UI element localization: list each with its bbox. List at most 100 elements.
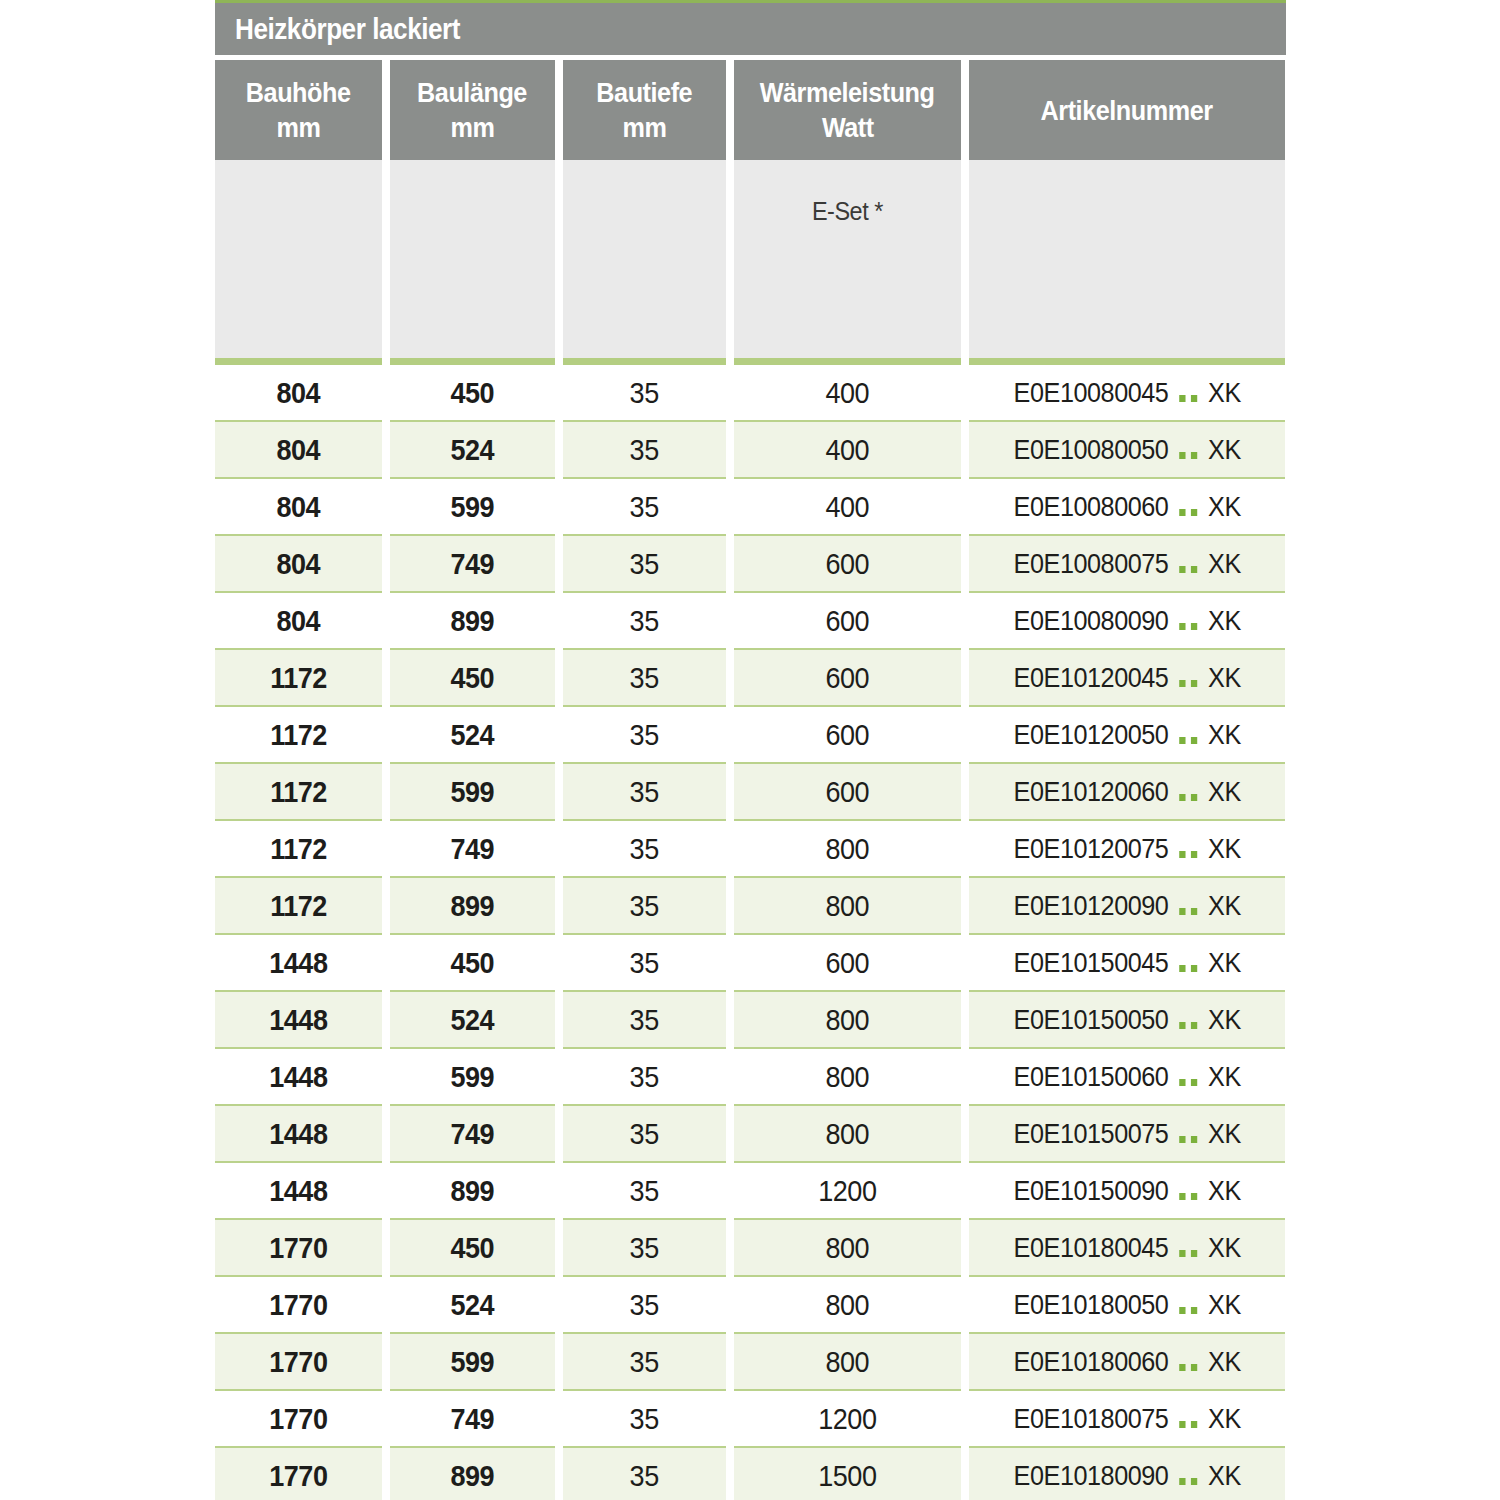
artikel-suffix: XK [1208, 662, 1241, 694]
column-label: Wärmeleistung [760, 75, 935, 110]
cell-bauhoehe: 1172 [215, 878, 382, 935]
artikel-suffix: XK [1208, 1403, 1241, 1435]
cell-artikelnummer: E0E10180060XK [969, 1334, 1285, 1391]
cell-watt: 800 [734, 1220, 961, 1277]
column-header-bauhoehe: Bauhöhe mm [215, 60, 382, 160]
cell-artikelnummer: E0E10080090XK [969, 593, 1285, 650]
artikel-suffix: XK [1208, 1118, 1241, 1150]
artikel-suffix: XK [1208, 605, 1241, 637]
cell-bauhoehe: 1448 [215, 992, 382, 1049]
cell-artikelnummer: E0E10150060XK [969, 1049, 1285, 1106]
artikel-code: E0E10150045 [1013, 947, 1168, 979]
table-row: 144859935800E0E10150060XK [215, 1049, 1286, 1106]
column-label: Baulänge [418, 75, 528, 110]
placeholder-dots-icon [1176, 1022, 1199, 1029]
placeholder-dots-icon [1176, 851, 1199, 858]
cell-bautiefe: 35 [563, 479, 726, 536]
cell-watt: 600 [734, 536, 961, 593]
placeholder-dots-icon [1176, 965, 1199, 972]
cell-bautiefe: 35 [563, 878, 726, 935]
artikel-code: E0E10120050 [1013, 719, 1168, 751]
artikel-code: E0E10080060 [1013, 491, 1168, 523]
placeholder-dots-icon [1176, 1421, 1199, 1428]
header-separator-bar [215, 358, 1286, 365]
cell-bautiefe: 35 [563, 992, 726, 1049]
cell-artikelnummer: E0E10180075 XK [969, 1391, 1285, 1448]
artikel-code: E0E10150050 [1013, 1004, 1168, 1036]
table-row: 117259935600E0E10120060XK [215, 764, 1286, 821]
cell-bautiefe: 35 [563, 1163, 726, 1220]
artikel-suffix: XK [1208, 548, 1241, 580]
cell-bautiefe: 35 [563, 821, 726, 878]
cell-baulaenge: 899 [390, 593, 555, 650]
subheader-cell [390, 160, 555, 358]
cell-watt: 600 [734, 650, 961, 707]
cell-artikelnummer: E0E10180050XK [969, 1277, 1285, 1334]
table-row: 80474935600E0E10080075XK [215, 536, 1286, 593]
separator-segment [969, 358, 1285, 365]
cell-artikelnummer: E0E10150050XK [969, 992, 1285, 1049]
placeholder-dots-icon [1176, 680, 1199, 687]
table-title: Heizkörper lackiert [235, 13, 460, 46]
column-header-baulaenge: Baulänge mm [390, 60, 555, 160]
cell-bautiefe: 35 [563, 365, 726, 422]
table-row: 1770749351200E0E10180075XK [215, 1391, 1286, 1448]
cell-bauhoehe: 804 [215, 593, 382, 650]
table-row: 80445035400E0E10080045XK [215, 365, 1286, 422]
cell-baulaenge: 599 [390, 479, 555, 536]
cell-watt: 1500 [734, 1448, 961, 1500]
separator-segment [734, 358, 961, 365]
artikel-code: E0E10120060 [1013, 776, 1168, 808]
subheader-cell [215, 160, 382, 358]
table-row: 144874935800E0E10150075XK [215, 1106, 1286, 1163]
cell-bautiefe: 35 [563, 1220, 726, 1277]
cell-bautiefe: 35 [563, 422, 726, 479]
artikel-code: E0E10180075 [1013, 1403, 1168, 1435]
cell-watt: 800 [734, 992, 961, 1049]
column-unit: mm [451, 110, 495, 145]
placeholder-dots-icon [1176, 737, 1199, 744]
cell-artikelnummer: E0E10180045XK [969, 1220, 1285, 1277]
artikel-suffix: XK [1208, 833, 1241, 865]
artikel-suffix: XK [1208, 1061, 1241, 1093]
cell-baulaenge: 524 [390, 992, 555, 1049]
cell-bauhoehe: 1172 [215, 707, 382, 764]
column-unit: mm [623, 110, 667, 145]
cell-baulaenge: 450 [390, 365, 555, 422]
cell-watt: 400 [734, 479, 961, 536]
table-row: 1448899351200E0E10150090XK [215, 1163, 1286, 1220]
artikel-code: E0E10080045 [1013, 377, 1168, 409]
column-header-bautiefe: Bautiefe mm [563, 60, 726, 160]
cell-artikelnummer: E0E10150045XK [969, 935, 1285, 992]
artikel-code: E0E10150075 [1013, 1118, 1168, 1150]
table-row: 1770899351500E0E10180090XK [215, 1448, 1286, 1500]
cell-bauhoehe: 1448 [215, 1049, 382, 1106]
eset-label: E-Set * [812, 196, 883, 227]
cell-bautiefe: 35 [563, 1391, 726, 1448]
cell-watt: 800 [734, 878, 961, 935]
column-header-waermeleistung: Wärmeleistung Watt [734, 60, 961, 160]
placeholder-dots-icon [1176, 1478, 1199, 1485]
placeholder-dots-icon [1176, 623, 1199, 630]
cell-watt: 800 [734, 821, 961, 878]
artikel-code: E0E10180045 [1013, 1232, 1168, 1264]
table-row: 117245035600E0E10120045XK [215, 650, 1286, 707]
artikel-code: E0E10120090 [1013, 890, 1168, 922]
cell-baulaenge: 524 [390, 422, 555, 479]
column-header-artikelnummer: Artikelnummer [969, 60, 1285, 160]
placeholder-dots-icon [1176, 1364, 1199, 1371]
subheader-cell [563, 160, 726, 358]
cell-watt: 600 [734, 707, 961, 764]
subheader-cell [969, 160, 1285, 358]
cell-baulaenge: 749 [390, 1391, 555, 1448]
placeholder-dots-icon [1176, 794, 1199, 801]
cell-bautiefe: 35 [563, 1334, 726, 1391]
cell-bauhoehe: 1770 [215, 1220, 382, 1277]
artikel-suffix: XK [1208, 1175, 1241, 1207]
cell-baulaenge: 899 [390, 1448, 555, 1500]
cell-watt: 1200 [734, 1163, 961, 1220]
separator-segment [390, 358, 555, 365]
artikel-code: E0E10120045 [1013, 662, 1168, 694]
cell-bauhoehe: 804 [215, 479, 382, 536]
artikel-code: E0E10120075 [1013, 833, 1168, 865]
